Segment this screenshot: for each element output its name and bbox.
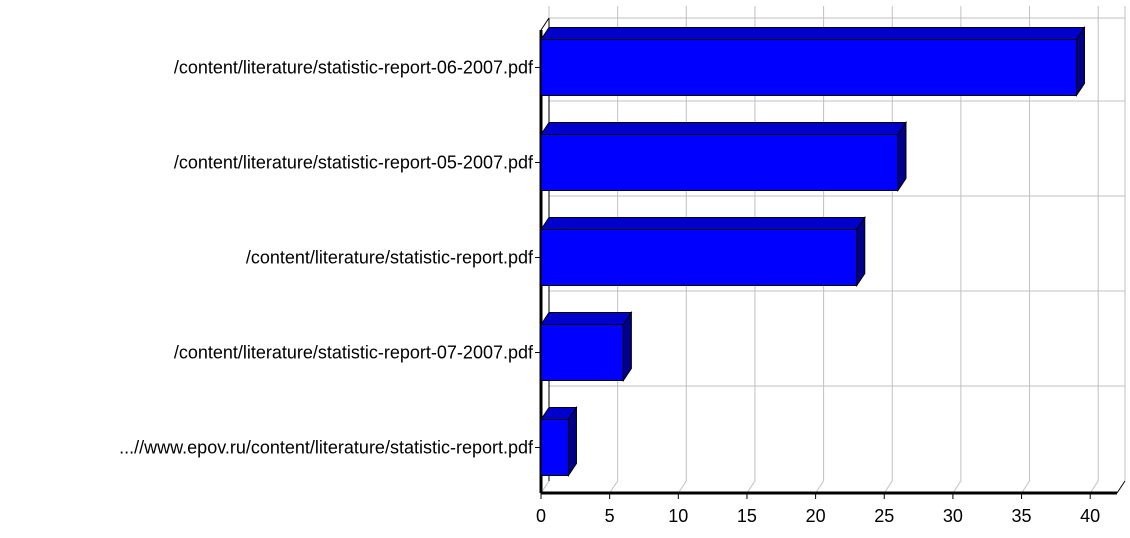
x-tick-label: 0 bbox=[536, 506, 546, 526]
bar bbox=[540, 419, 569, 476]
x-tick-label: 5 bbox=[605, 506, 615, 526]
category-label: /content/literature/statistic-report-05-… bbox=[174, 153, 534, 173]
bar-side-face bbox=[622, 310, 632, 383]
category-label: /content/literature/statistic-report-07-… bbox=[174, 343, 534, 363]
floor-right-edge bbox=[1116, 480, 1126, 494]
labels-layer: 0 5 10 15 20 25 30 35 40/content/literature/stat… bbox=[119, 58, 1100, 527]
category-label: /content/literature/statistic-report-06-… bbox=[174, 58, 534, 78]
left-wall-top-edge bbox=[540, 17, 550, 31]
x-tick-label: 15 bbox=[737, 506, 757, 526]
floor-grid-line bbox=[883, 480, 893, 494]
bar-top-face bbox=[540, 27, 1086, 40]
floor-grid-line bbox=[815, 480, 825, 494]
bar-side-face bbox=[567, 405, 577, 478]
category-label: /content/literature/statistic-report.pdf bbox=[246, 248, 534, 268]
bar-side-face bbox=[897, 120, 907, 193]
bar bbox=[540, 39, 1077, 96]
bar bbox=[540, 229, 858, 286]
floor-grid-line bbox=[1089, 480, 1099, 494]
x-tick-label: 10 bbox=[668, 506, 688, 526]
bar-top-face bbox=[540, 312, 633, 325]
x-tick-label: 25 bbox=[874, 506, 894, 526]
bars-layer bbox=[540, 25, 1086, 478]
x-tick-label: 20 bbox=[806, 506, 826, 526]
bar bbox=[540, 134, 899, 191]
floor-grid-line bbox=[746, 480, 756, 494]
bar bbox=[540, 324, 624, 381]
x-tick-label: 40 bbox=[1080, 506, 1100, 526]
floor-grid-line bbox=[1021, 480, 1030, 494]
floor-grid-line bbox=[677, 480, 687, 494]
x-tick-label: 35 bbox=[1012, 506, 1032, 526]
category-label: ...//www.epov.ru/content/literature/stat… bbox=[119, 438, 534, 458]
bar-top-face bbox=[540, 122, 907, 135]
floor-grid-line bbox=[952, 480, 962, 494]
bar-side-face bbox=[1075, 25, 1085, 98]
floor-grid-line bbox=[609, 480, 619, 494]
bar-side-face bbox=[856, 215, 866, 288]
bar-top-face bbox=[540, 217, 866, 230]
x-tick-label: 30 bbox=[943, 506, 963, 526]
